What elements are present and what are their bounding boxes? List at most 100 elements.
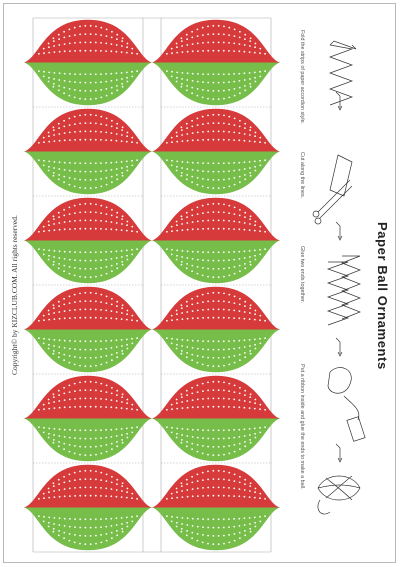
white-dot bbox=[63, 481, 66, 484]
white-dot bbox=[228, 518, 230, 520]
white-dot bbox=[74, 81, 76, 83]
white-dot bbox=[217, 486, 220, 489]
white-dot bbox=[63, 392, 66, 395]
white-dot bbox=[191, 50, 194, 53]
white-dot bbox=[74, 429, 76, 431]
white-dot bbox=[212, 316, 215, 319]
white-dot bbox=[185, 356, 188, 359]
white-dot bbox=[48, 254, 50, 257]
white-dot bbox=[116, 394, 118, 396]
white-dot bbox=[116, 445, 119, 448]
white-dot bbox=[100, 471, 103, 474]
white-dot bbox=[53, 434, 55, 436]
white-dot bbox=[110, 72, 113, 75]
white-dot bbox=[79, 186, 81, 189]
white-dot bbox=[201, 185, 204, 188]
white-dot bbox=[43, 70, 45, 73]
white-dot bbox=[100, 452, 103, 455]
white-dot bbox=[217, 291, 220, 294]
white-dot bbox=[233, 94, 236, 97]
white-dot bbox=[228, 131, 230, 133]
white-dot bbox=[228, 259, 230, 261]
white-dot bbox=[110, 132, 113, 135]
white-dot bbox=[217, 316, 220, 319]
white-dot bbox=[105, 480, 108, 482]
page-title: Paper Ball Ornaments bbox=[375, 222, 390, 370]
white-dot bbox=[212, 397, 215, 400]
white-dot bbox=[196, 213, 199, 216]
white-dot bbox=[181, 256, 184, 258]
white-dot bbox=[100, 382, 103, 385]
white-dot bbox=[79, 470, 81, 473]
white-dot bbox=[58, 228, 61, 231]
white-dot bbox=[259, 520, 262, 523]
white-dot bbox=[207, 364, 209, 367]
white-dot bbox=[136, 319, 139, 322]
white-dot bbox=[121, 312, 123, 314]
white-dot bbox=[233, 73, 236, 75]
white-dot bbox=[89, 130, 92, 133]
white-dot bbox=[166, 70, 168, 73]
white-dot bbox=[233, 117, 236, 120]
white-dot bbox=[58, 168, 61, 170]
white-dot bbox=[207, 41, 210, 44]
white-dot bbox=[264, 515, 266, 518]
white-dot bbox=[58, 174, 60, 176]
white-dot bbox=[217, 33, 220, 35]
white-dot bbox=[74, 390, 76, 392]
white-dot bbox=[100, 309, 102, 311]
white-dot bbox=[186, 435, 189, 437]
white-dot bbox=[105, 361, 108, 364]
white-dot bbox=[233, 436, 236, 439]
white-dot bbox=[63, 264, 66, 267]
white-dot bbox=[207, 186, 209, 189]
white-dot bbox=[105, 444, 108, 446]
white-dot bbox=[121, 345, 123, 347]
white-dot bbox=[202, 429, 205, 431]
white-dot bbox=[202, 398, 204, 400]
white-dot bbox=[176, 254, 178, 257]
white-dot bbox=[48, 140, 51, 143]
white-dot bbox=[53, 140, 56, 143]
white-dot bbox=[171, 52, 173, 55]
white-dot bbox=[181, 496, 184, 498]
white-dot bbox=[68, 347, 71, 350]
white-dot bbox=[89, 535, 92, 537]
green-petal bbox=[152, 418, 280, 462]
white-dot bbox=[196, 258, 199, 261]
white-dot bbox=[259, 136, 262, 139]
white-dot bbox=[243, 168, 246, 170]
white-dot bbox=[58, 44, 61, 46]
white-dot bbox=[126, 258, 129, 261]
white-dot bbox=[100, 363, 103, 366]
white-dot bbox=[63, 386, 65, 389]
white-dot bbox=[176, 51, 179, 54]
white-dot bbox=[79, 49, 82, 52]
white-dot bbox=[68, 533, 71, 535]
white-dot bbox=[181, 490, 184, 492]
white-dot bbox=[207, 130, 210, 133]
white-dot bbox=[84, 73, 87, 76]
white-dot bbox=[121, 263, 124, 266]
white-dot bbox=[186, 72, 189, 75]
white-dot bbox=[171, 319, 173, 322]
white-dot bbox=[196, 272, 199, 275]
white-dot bbox=[254, 131, 257, 134]
white-dot bbox=[95, 89, 97, 92]
white-dot bbox=[175, 525, 178, 528]
white-dot bbox=[89, 81, 92, 84]
white-dot bbox=[52, 441, 55, 444]
white-dot bbox=[196, 80, 199, 83]
white-dot bbox=[68, 473, 71, 476]
white-dot bbox=[228, 309, 230, 311]
white-dot bbox=[100, 429, 102, 431]
white-dot bbox=[110, 442, 113, 445]
white-dot bbox=[191, 347, 194, 349]
white-dot bbox=[217, 130, 220, 133]
white-dot bbox=[94, 437, 97, 440]
white-dot bbox=[48, 521, 50, 524]
white-dot bbox=[131, 52, 133, 55]
white-dot bbox=[79, 534, 81, 537]
white-dot bbox=[121, 45, 123, 47]
white-dot bbox=[105, 213, 108, 216]
